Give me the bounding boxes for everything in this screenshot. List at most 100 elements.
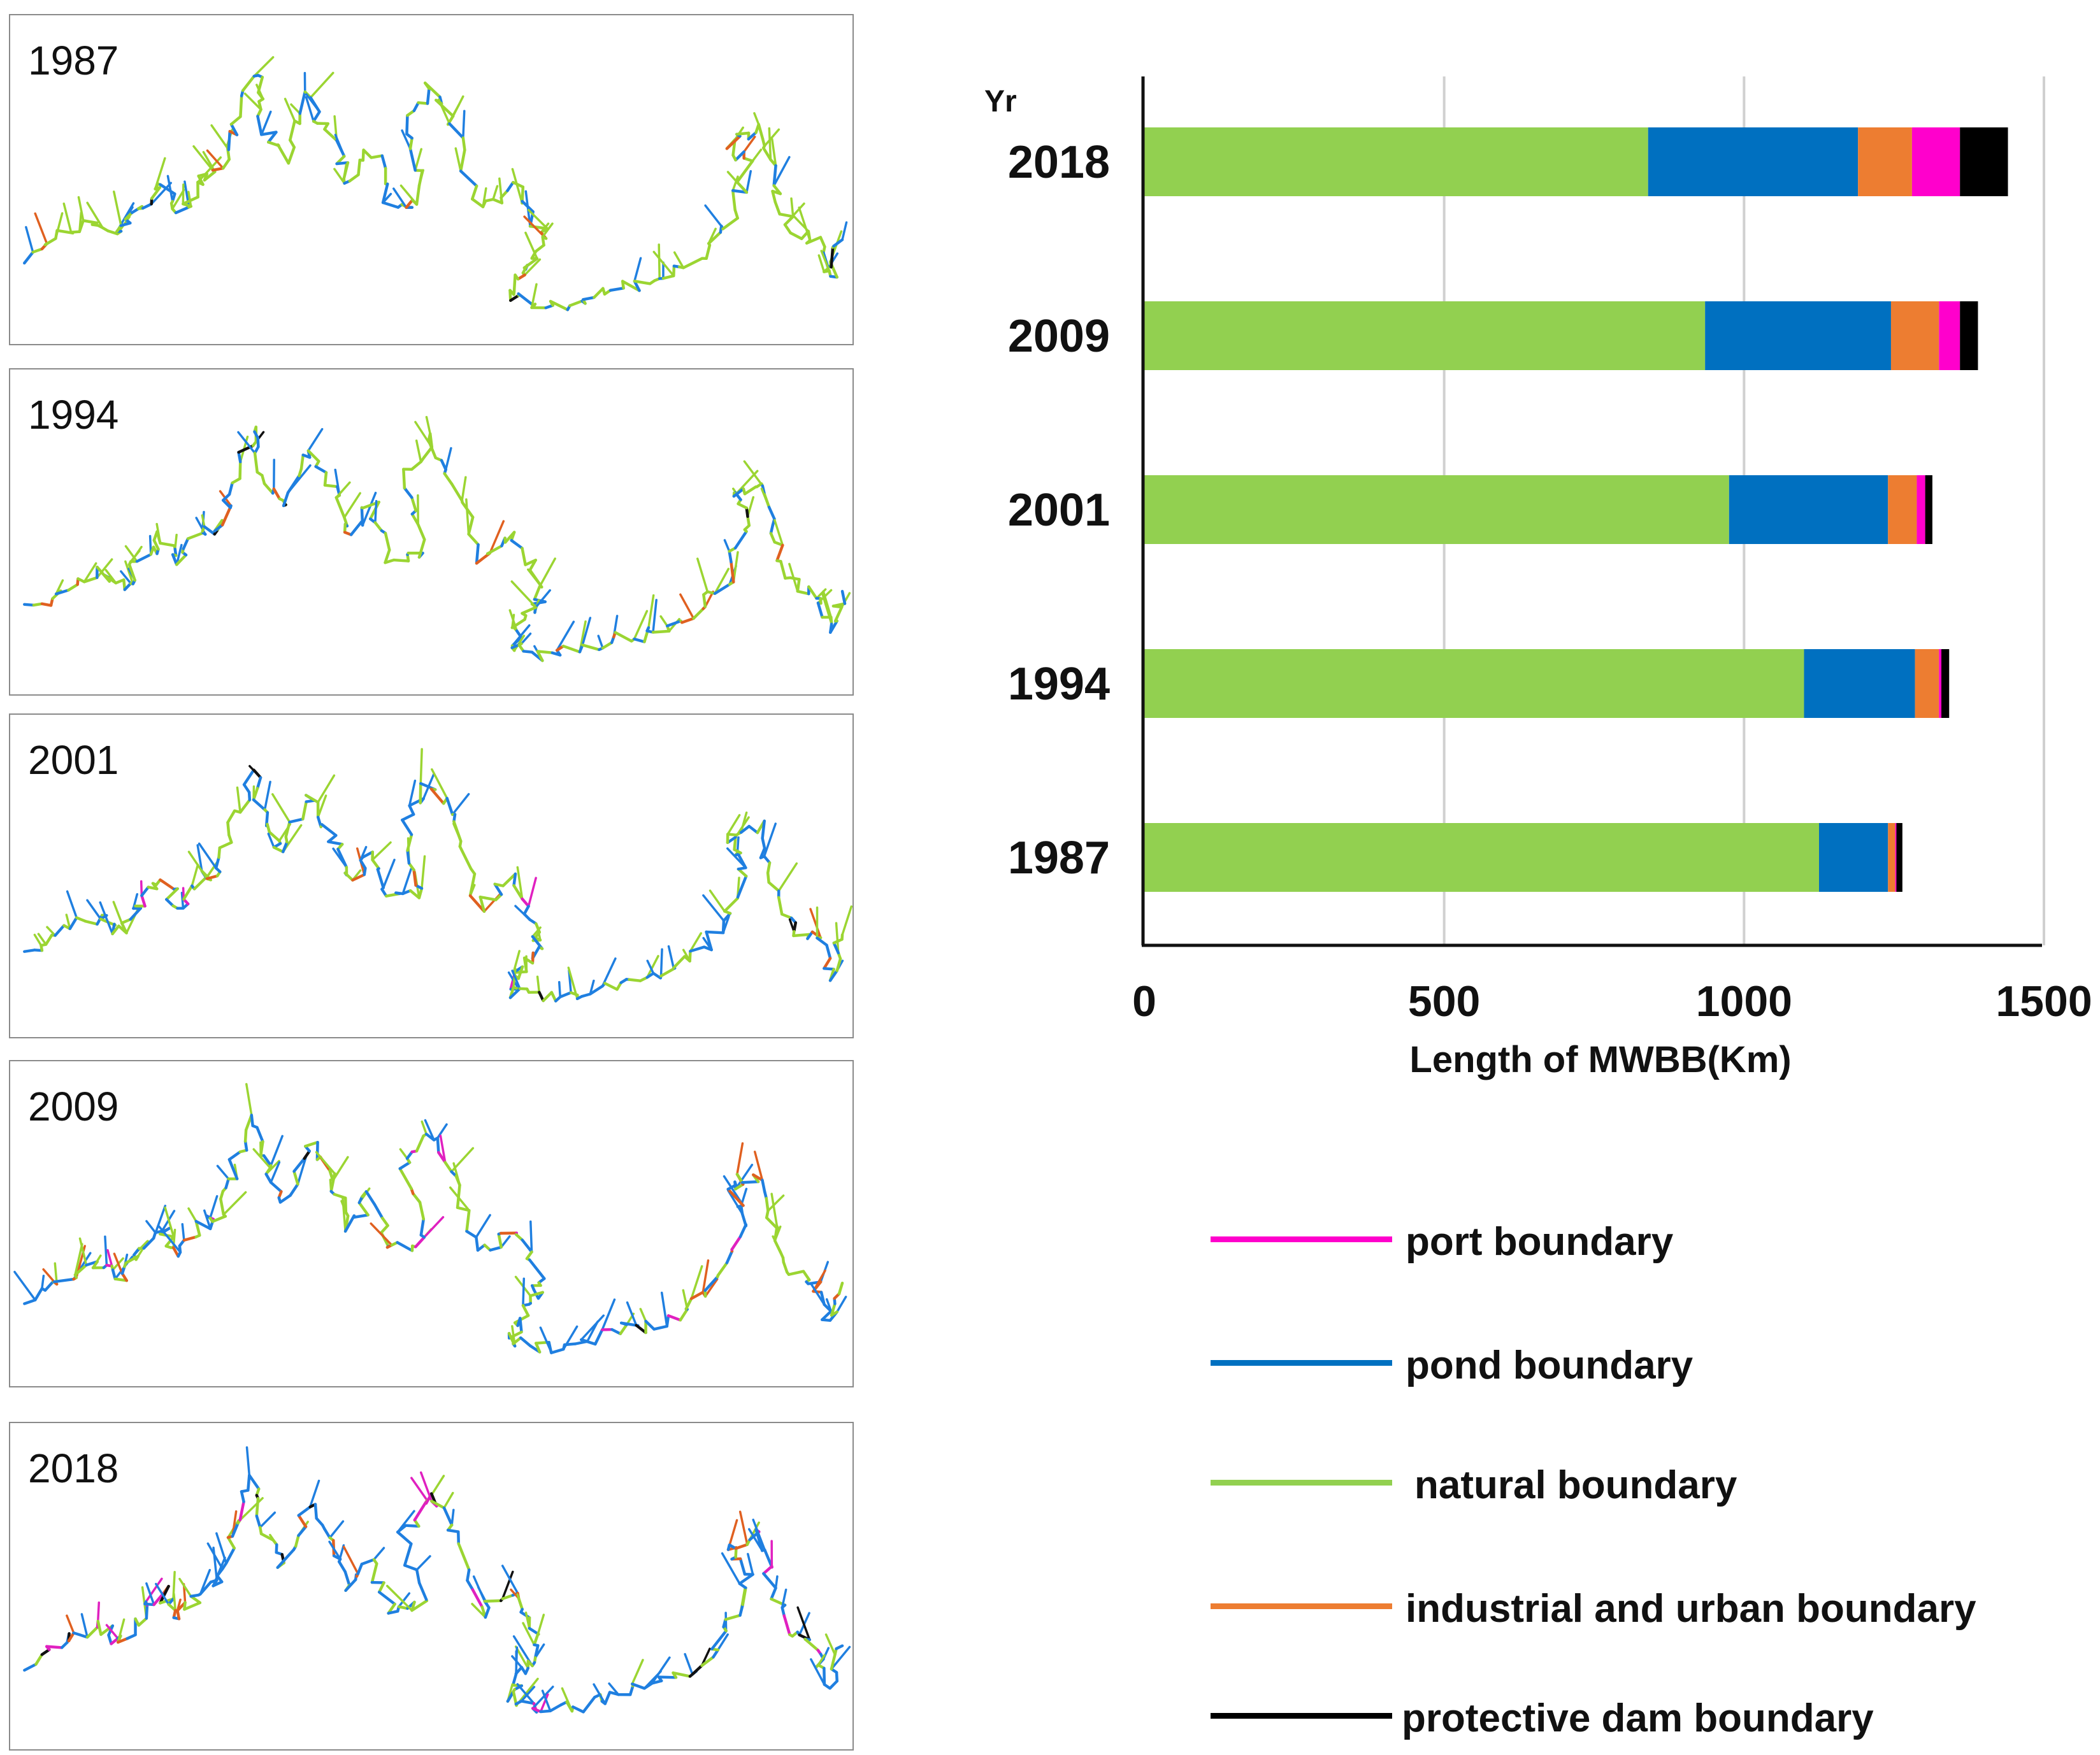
coast-segment: [44, 933, 54, 946]
bar-port-2001: [1917, 475, 1925, 544]
coast-segment: [410, 460, 422, 471]
coast-segment: [343, 1570, 351, 1587]
coast-segment: [659, 966, 677, 978]
coast-branch: [541, 1689, 552, 1712]
coast-segment: [67, 1631, 75, 1643]
coast-branch: [437, 98, 451, 125]
coast-branch: [97, 1601, 101, 1622]
coast-segment: [478, 895, 486, 913]
coast-segment: [203, 525, 217, 536]
coast-segment: [255, 776, 262, 790]
coast-branch: [809, 1282, 826, 1306]
coast-branch: [450, 1508, 455, 1526]
coast-branch: [305, 96, 315, 123]
coast-segment: [529, 1291, 544, 1298]
coast-segment: [531, 1707, 542, 1714]
coast-segment: [315, 1517, 324, 1527]
coast-segment: [571, 1705, 585, 1714]
coast-segment: [282, 840, 289, 854]
coast-segment: [652, 1324, 668, 1331]
coast-segment: [443, 472, 454, 485]
coast-segment: [792, 933, 810, 938]
coast-branch: [263, 780, 271, 811]
x-tick-labels: 0 500 1000 1500: [1132, 977, 2092, 1026]
coast-segment: [684, 1297, 693, 1311]
coast-branch: [117, 1618, 126, 1644]
coast-segment: [323, 127, 338, 142]
coast-branch: [382, 192, 392, 204]
bar-dam-2018: [1960, 127, 2008, 196]
coast-segment: [840, 589, 847, 605]
coast-branch: [284, 97, 296, 122]
coast-branch: [264, 1159, 280, 1175]
coast-segment: [666, 619, 682, 627]
coast-segment: [730, 560, 735, 584]
coast-branch: [527, 877, 537, 908]
coast-branch: [120, 570, 132, 585]
coast-branch: [332, 847, 348, 869]
coast-segment: [783, 223, 792, 234]
legend-label: protective dam boundary: [1402, 1696, 1874, 1740]
coast-branch: [374, 499, 378, 524]
coast-branch: [723, 539, 731, 553]
coast-branch: [414, 148, 422, 172]
coast-segment: [159, 541, 176, 547]
coast-segment: [770, 1586, 777, 1601]
coast-segment: [199, 1580, 213, 1596]
coast-branch: [424, 1119, 435, 1142]
coast-segment: [398, 1167, 413, 1191]
coast-segment: [465, 1229, 478, 1239]
coast-branch: [382, 859, 396, 889]
coast-segment: [766, 871, 770, 884]
coast-branch: [747, 1552, 754, 1576]
coast-segment: [368, 500, 380, 520]
coast-segment: [619, 1323, 628, 1335]
coast-segment: [137, 1617, 148, 1627]
coast-branch: [639, 1308, 647, 1322]
coast-branch: [307, 427, 324, 452]
coast-segment: [580, 1338, 597, 1346]
coast-segment: [67, 583, 79, 592]
coast-segment: [294, 1534, 300, 1548]
coast-segment: [510, 539, 524, 550]
coast-branch: [415, 1555, 431, 1571]
map-year-label: 1994: [28, 392, 119, 438]
coast-segment: [33, 1287, 44, 1301]
coast-segment: [356, 1563, 364, 1575]
coast-segment: [373, 1203, 384, 1220]
coast-branch: [419, 748, 423, 785]
coast-segment: [688, 949, 692, 963]
coastline-map: [23, 748, 852, 1003]
coast-segment: [377, 1591, 396, 1606]
coast-segment: [501, 1594, 514, 1600]
y-tick-label: 1987: [1008, 833, 1110, 884]
coast-segment: [691, 1664, 703, 1676]
coastline-map: [23, 415, 851, 663]
coast-segment: [563, 1342, 577, 1347]
coast-segment: [740, 1212, 748, 1228]
coast-branch: [522, 1622, 536, 1646]
coast-branch: [835, 922, 840, 954]
coast-branch: [206, 1542, 224, 1570]
coast-segment: [550, 991, 557, 1003]
coast-branch: [271, 793, 291, 824]
coast-segment: [250, 1114, 254, 1128]
coast-segment: [443, 1161, 453, 1173]
coast-segment: [282, 491, 290, 508]
coast-branch: [836, 1296, 847, 1314]
coast-segment: [384, 558, 396, 564]
coast-branch: [734, 1163, 754, 1191]
coast-segment: [113, 1277, 129, 1282]
coast-segment: [832, 238, 844, 248]
coast-segment: [521, 547, 527, 566]
coast-segment: [470, 184, 478, 201]
coast-branch: [608, 1682, 620, 1696]
coast-branch: [731, 175, 739, 192]
coast-segment: [735, 180, 749, 194]
coast-segment: [175, 553, 188, 566]
coast-segment: [830, 1302, 837, 1317]
coast-segment: [360, 506, 364, 527]
bar-dam-2009: [1960, 301, 1978, 370]
coast-segment: [116, 1637, 129, 1644]
coast-branch: [753, 112, 760, 126]
